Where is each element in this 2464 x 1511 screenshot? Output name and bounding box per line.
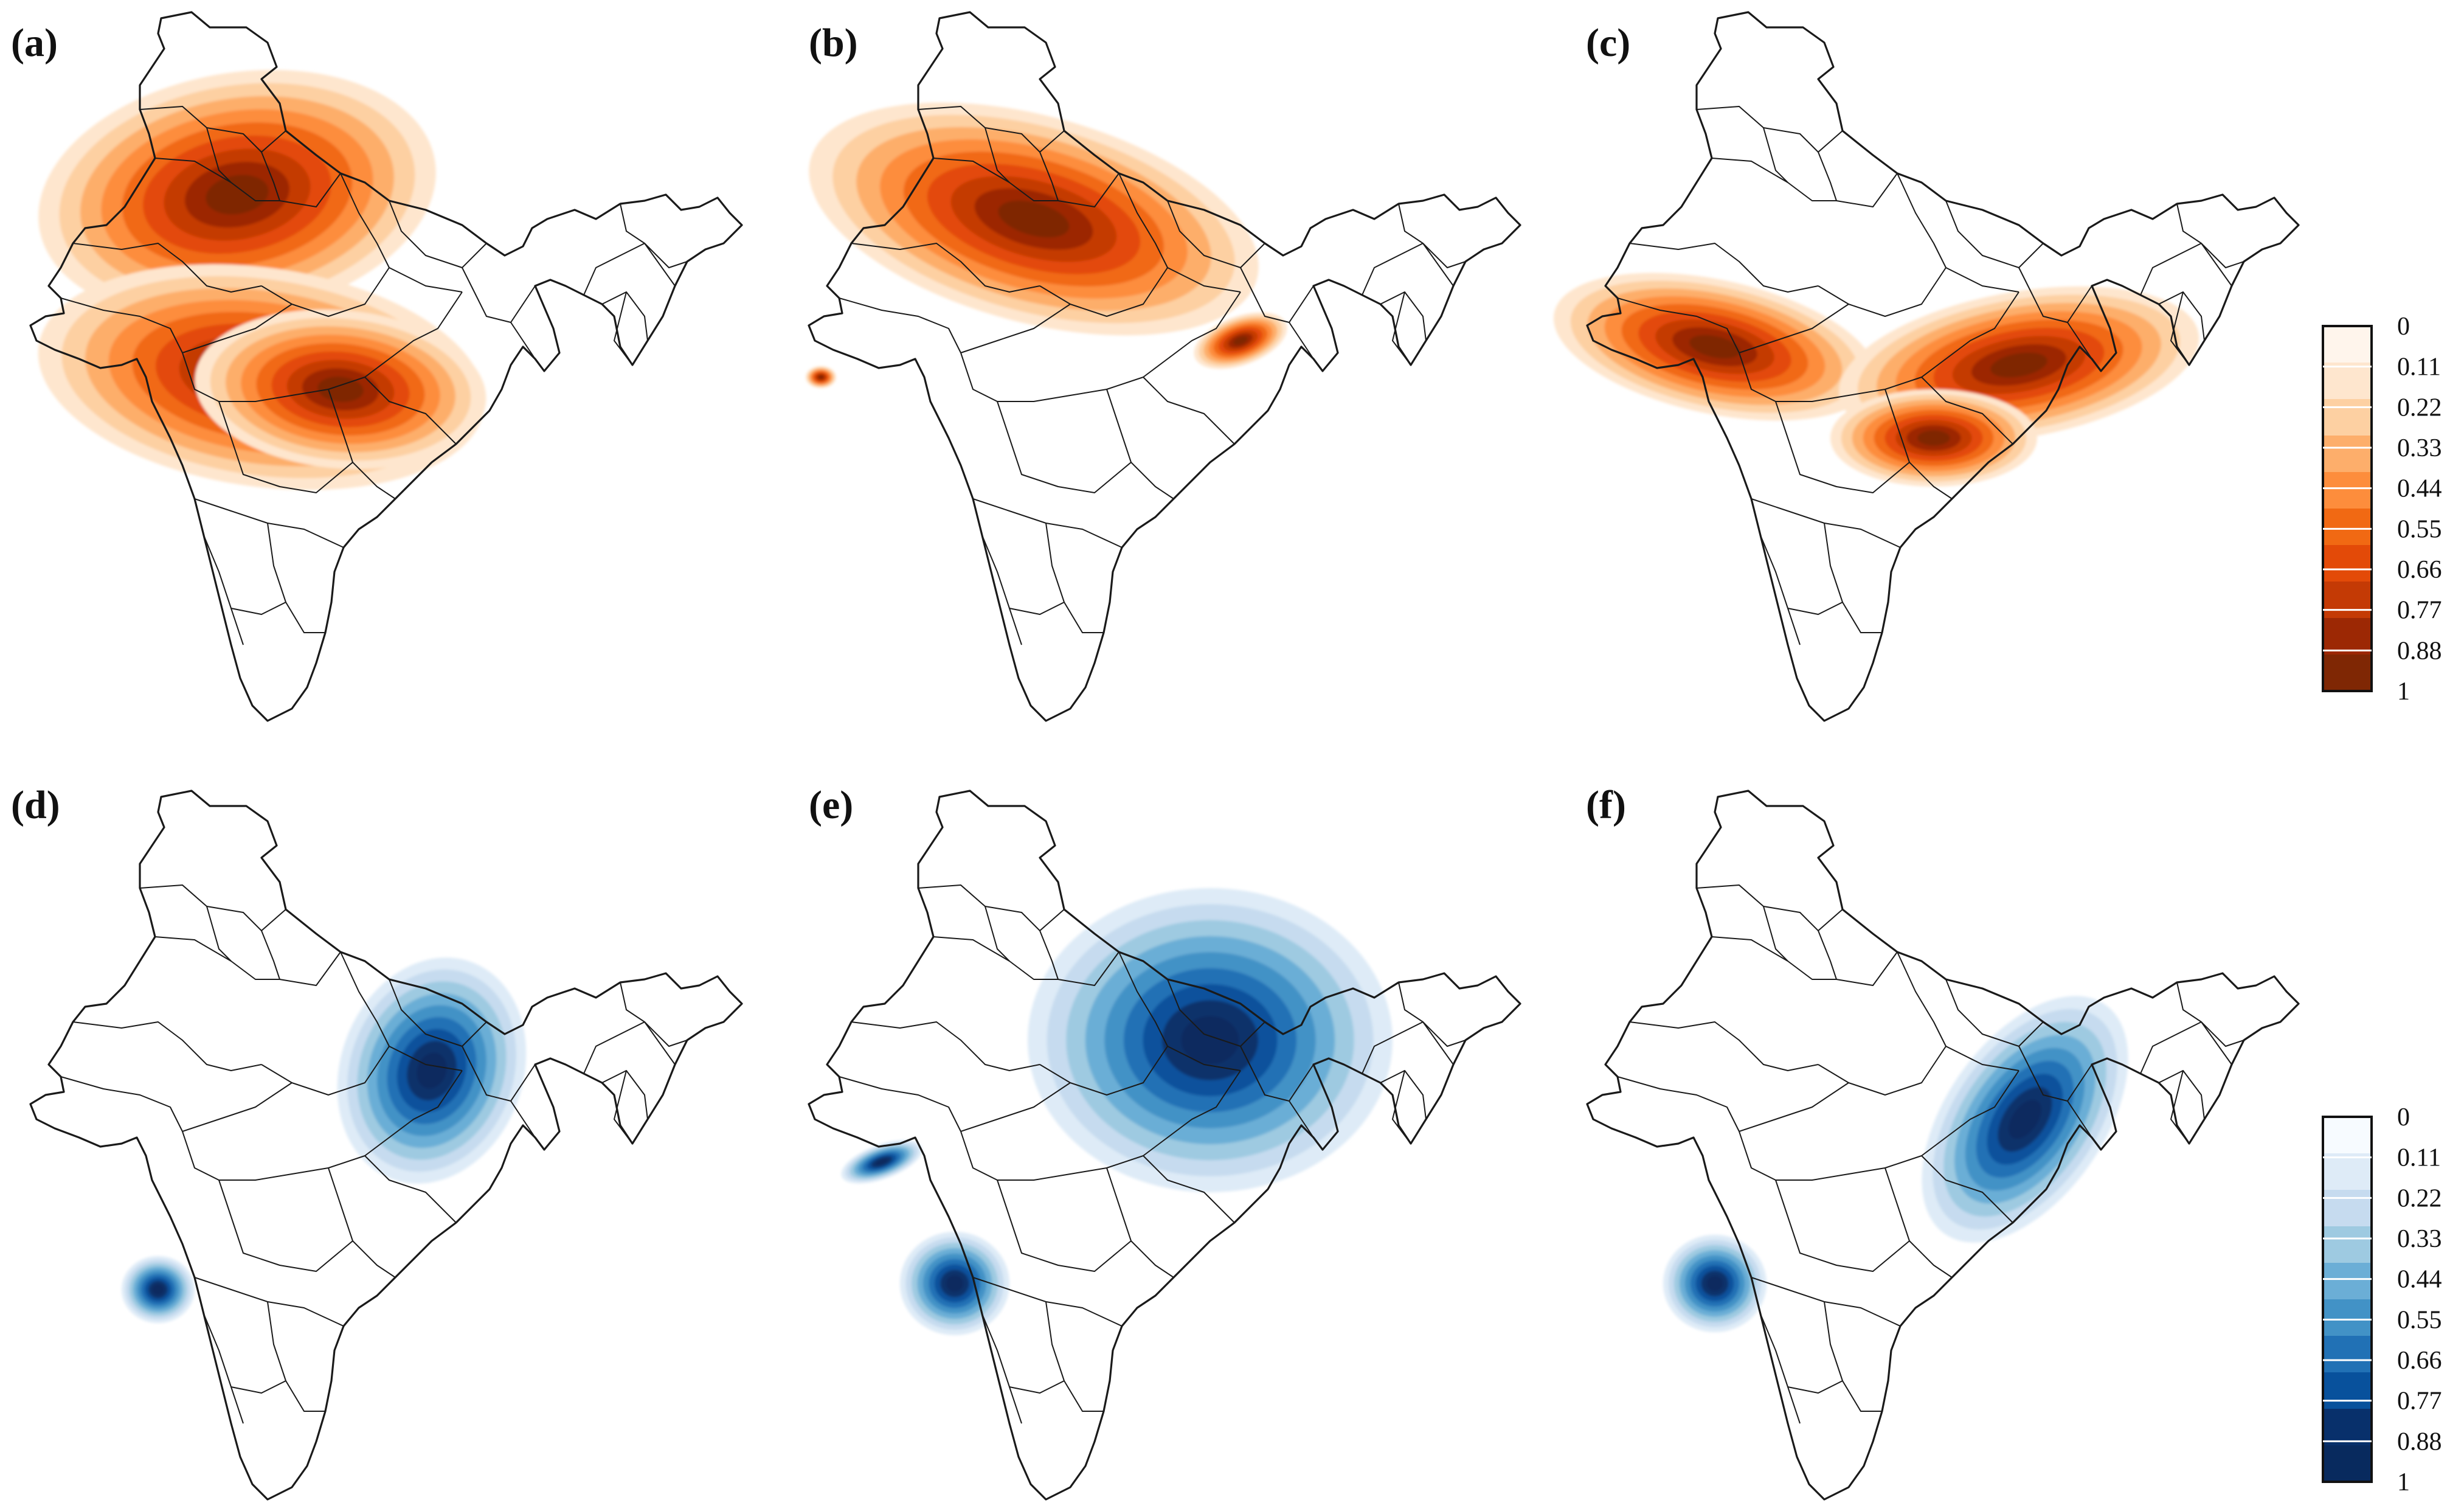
legend-tick-label: 1 [2397, 1468, 2410, 1496]
heatmap-layer [841, 888, 1393, 1335]
legend-swatch [2323, 1263, 2372, 1300]
heatmap-layer [122, 957, 527, 1323]
legend-tick-label: 0 [2397, 313, 2410, 341]
heatmap-band [417, 1052, 447, 1089]
heatmap-band [875, 1158, 888, 1165]
legend-swatch [2323, 1117, 2372, 1154]
legend-tick-label: 0.55 [2397, 515, 2442, 543]
legend-swatch [2323, 655, 2372, 692]
legend-tick-label: 0.66 [2397, 1347, 2442, 1375]
legend-tick-label: 0.66 [2397, 556, 2442, 584]
legend-tick-label: 0.22 [2397, 1184, 2442, 1212]
heatmap-band [317, 377, 364, 402]
heatmap-band [1990, 352, 2047, 378]
legend-tick-label: 0.77 [2397, 597, 2442, 625]
legend-tick-label: 0.22 [2397, 394, 2442, 422]
map-panel-a [29, 11, 743, 722]
legend-tick-label: 0.33 [2397, 434, 2442, 462]
legend-swatch [2323, 326, 2372, 363]
legend-tick-label: 0.88 [2397, 1428, 2442, 1456]
legend-swatch [2323, 472, 2372, 509]
legend-swatch [2323, 1445, 2372, 1482]
legend-swatch [2323, 509, 2372, 546]
heatmap-layer [806, 102, 1287, 388]
panel-label-e: (e) [809, 783, 853, 827]
map-panel-e [808, 790, 1521, 1501]
legend-tick-label: 0.77 [2397, 1388, 2442, 1415]
legend-swatch [2323, 436, 2372, 473]
panel-label-f: (f) [1586, 783, 1626, 827]
legend-orange: 0 0.11 0.22 0.33 0.44 0.55 0.66 0.77 0.88 1 [2322, 313, 2442, 706]
legend-swatch [2323, 1190, 2372, 1227]
heatmap-band [1689, 335, 1740, 359]
heatmap-band [1181, 1016, 1239, 1065]
panel-label-c: (c) [1586, 21, 1630, 65]
heatmap-layer [38, 69, 486, 490]
legend-swatch [2323, 618, 2372, 655]
heatmap-band [152, 1284, 164, 1295]
map-panel-b [806, 11, 1521, 722]
legend-frame [2322, 1116, 2373, 1483]
legend-swatch [2323, 1372, 2372, 1409]
map-panel-f [1586, 790, 2300, 1501]
legend-tick-label: 0.44 [2397, 475, 2442, 503]
panel-label-b: (b) [809, 21, 858, 65]
legend-tick-label: 0.11 [2397, 1144, 2441, 1172]
heatmap-band [1917, 430, 1950, 446]
legend-swatch [2323, 582, 2372, 619]
legend-tick-label: 0 [2397, 1103, 2410, 1131]
heatmap-band [818, 375, 823, 379]
panel-label-d: (d) [11, 783, 60, 827]
legend-tick-label: 0.33 [2397, 1225, 2442, 1253]
legend-swatch [2323, 1336, 2372, 1373]
legend-swatch [2323, 399, 2372, 436]
legend-swatch [2323, 363, 2372, 400]
heatmap-band [2009, 1100, 2041, 1139]
heatmap-band [998, 200, 1070, 238]
heatmap-band [946, 1275, 964, 1292]
map-panel-c [1553, 11, 2300, 722]
heatmap-band [1706, 1276, 1723, 1291]
heatmap-band [206, 175, 269, 215]
legend-swatch [2323, 1226, 2372, 1263]
heatmap-layer [1663, 996, 2128, 1332]
legend-tick-label: 1 [2397, 678, 2410, 706]
legend-blue: 0 0.11 0.22 0.33 0.44 0.55 0.66 0.77 0.88 1 [2322, 1103, 2442, 1496]
legend-swatch [2323, 1299, 2372, 1336]
map-panel-d [29, 790, 743, 1501]
legend-frame [2322, 325, 2373, 692]
legend-tick-label: 0.88 [2397, 637, 2442, 665]
panel-label-a: (a) [11, 21, 58, 65]
legend-tick-label: 0.11 [2397, 353, 2441, 381]
legend-tick-label: 0.55 [2397, 1306, 2442, 1334]
legend-tick-label: 0.44 [2397, 1266, 2442, 1294]
legend-swatch [2323, 545, 2372, 582]
heatmap-layer [1553, 273, 2199, 487]
legend-swatch [2323, 1409, 2372, 1446]
legend-swatch [2323, 1153, 2372, 1190]
heatmap-band [1233, 336, 1248, 346]
